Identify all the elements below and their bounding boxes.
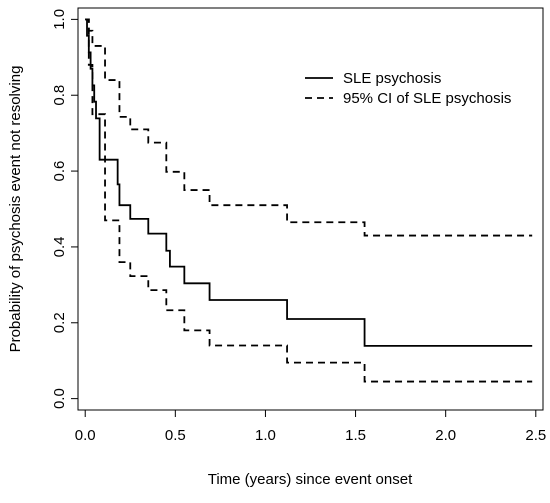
plot-frame (77, 7, 544, 411)
x-tick-label: 1.5 (345, 427, 366, 444)
x-tick-label: 1.0 (255, 427, 276, 444)
y-axis-label: Probability of psychosis event not resol… (7, 66, 24, 353)
y-tick-label: 0.2 (51, 312, 68, 333)
x-axis-label: Time (years) since event onset (208, 471, 413, 488)
y-tick-label: 0.8 (51, 85, 68, 106)
x-tick-label: 0.0 (75, 427, 96, 444)
legend-label: 95% CI of SLE psychosis (343, 90, 511, 107)
y-tick-label: 0.4 (51, 236, 68, 257)
step-line (85, 18, 533, 347)
step-line (85, 18, 533, 237)
x-tick-label: 2.0 (435, 427, 456, 444)
x-tick-label: 0.5 (165, 427, 186, 444)
step-line (85, 18, 533, 383)
legend-label: SLE psychosis (343, 70, 441, 87)
y-tick-label: 1.0 (51, 9, 68, 30)
x-tick-label: 2.5 (525, 427, 546, 444)
y-tick-label: 0.6 (51, 161, 68, 182)
y-tick-label: 0.0 (51, 388, 68, 409)
